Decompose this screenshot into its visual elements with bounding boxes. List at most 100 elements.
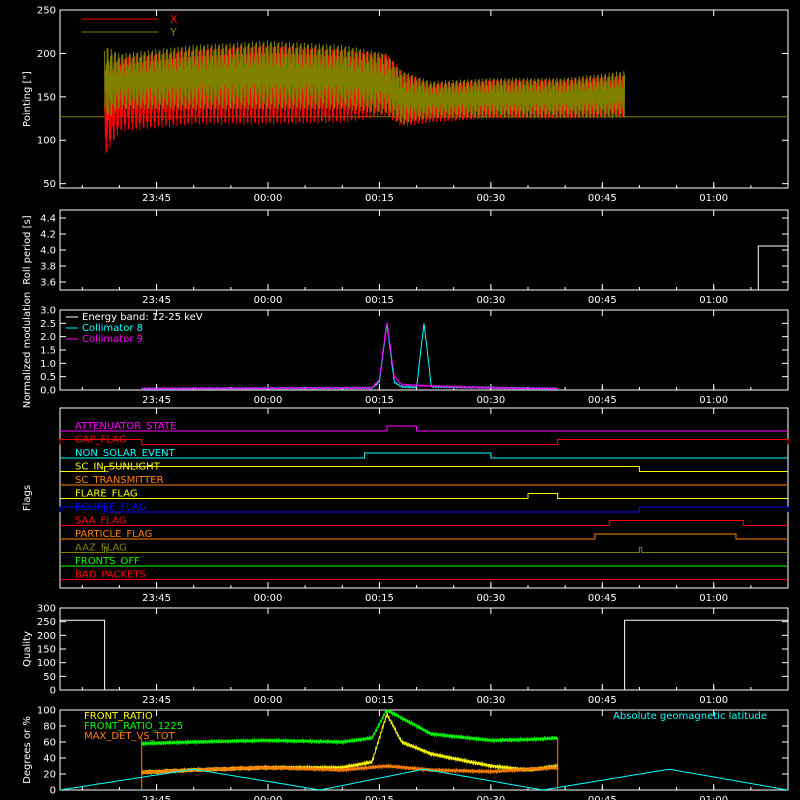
y-axis-label: Flags [22,485,33,511]
flag-label: SAA_FLAG [75,516,126,527]
series-front-ratio-1225-line [141,708,558,748]
x-tick-label: 00:30 [476,795,505,800]
x-tick-label: 01:00 [699,795,728,800]
y-axis-label: Roll period [s] [22,215,33,284]
x-tick-label: 23:45 [142,395,171,406]
panel-quality: 23:45 00:00 00:15 00:30 00:45 01:00 0 50 100 150 2… [22,604,789,706]
series-collimator-9-line [141,321,559,391]
x-tick-label: 00:00 [254,695,283,706]
panel-roll-period: 23:45 00:00 00:15 00:30 00:45 01:00 3.6 3.8 4.0 4… [22,209,789,306]
y-tick-label: 4.2 [40,230,56,241]
geomagnetic-latitude-annotation: Absolute geomagnetic latitude [613,711,767,722]
flag-label: AAZ_FLAG [75,543,127,554]
x-tick-label: 00:00 [254,295,283,306]
panel-modulation: 23:45 00:00 00:15 00:30 00:45 01:00 0.0 0.5 1.0 1… [22,292,789,409]
flag-label: SC_TRANSMITTER [75,475,164,486]
x-tick-label: 00:00 [254,395,283,406]
x-tick-label: 00:15 [365,193,394,204]
y-tick-label: 1.5 [40,346,56,357]
x-tick-label: 00:45 [588,295,617,306]
flag-line-aaz-flag [60,547,788,553]
x-tick-label: 00:15 [365,593,394,604]
y-tick-label: 150 [37,645,56,656]
x-tick-label: 23:45 [142,295,171,306]
panel-ratios: 23:45 00:00 00:15 00:30 00:45 01:00 0 20 40 60 80 1… [22,706,789,800]
x-tick-label: 00:45 [588,193,617,204]
panel-frame [59,209,789,291]
y-tick-label: 3.6 [40,278,56,289]
flag-line-gap-flag [59,439,789,445]
legend-label: Collimator 8 [82,323,143,334]
legend-label-y: Y [169,26,177,39]
x-tick-label: 00:30 [476,193,505,204]
y-tick-label: 0 [50,786,56,797]
legend-label: Collimator 9 [82,334,143,345]
y-tick-label: 300 [37,604,56,615]
y-tick-label: 100 [37,706,56,717]
flag-line-particle-flag [60,533,788,540]
y-tick-label: 60 [43,738,56,749]
legend-label: MAX_DET_VS_TOT [84,731,176,742]
x-tick-label: 00:00 [254,593,283,604]
flag-label: NON_SOLAR_EVENT [75,448,176,459]
y-tick-label: 150 [37,92,56,103]
x-tick-label: 01:00 [699,695,728,706]
y-tick-label: 200 [37,631,56,642]
y-axis-label: Quality [22,631,33,667]
y-tick-label: 250 [37,6,56,17]
series-y-line [104,40,626,125]
y-tick-label: 50 [43,672,56,683]
x-tick-label: 00:15 [365,295,394,306]
flag-line-flare-flag [60,493,788,499]
legend-label: Energy band: 12-25 keV [82,312,203,323]
quality-line [60,619,788,691]
y-tick-label: 3.8 [40,262,56,273]
y-tick-label: 20 [43,770,56,781]
flag-label: ATTENUATOR_STATE [75,421,176,432]
y-tick-label: 0 [50,686,56,697]
panel-frame [59,709,789,791]
y-tick-label: 2.5 [40,319,56,330]
series-collimator-8-line [141,323,558,391]
y-tick-label: 200 [37,49,56,60]
panel-flags: 23:45 00:00 00:15 00:30 00:45 01:00 Flags ATTEN… [22,407,789,604]
y-tick-label: 250 [37,617,56,628]
flag-label: GAP_FLAG [75,435,127,446]
flag-label: SC_IN_SUNLIGHT [75,462,161,473]
x-tick-label: 00:45 [588,695,617,706]
flag-line-sc-in-sunlight [60,466,788,472]
y-tick-label: 0.0 [40,386,56,397]
flag-line-eclipse-flag [59,506,789,513]
x-tick-label: 00:30 [476,295,505,306]
x-tick-label: 01:00 [699,193,728,204]
y-tick-label: 100 [37,658,56,669]
x-tick-label: 01:00 [699,593,728,604]
y-axis-label: Degrees or % [22,716,33,784]
flag-label: FRONTS_OFF [75,556,140,567]
flag-label: ECLIPSE_FLAG [75,502,146,513]
x-tick-label: 23:45 [142,593,171,604]
flag-label: FLARE_FLAG [75,489,138,500]
y-tick-label: 80 [43,722,56,733]
x-tick-label: 00:30 [476,395,505,406]
y-tick-label: 4.4 [40,214,56,225]
x-tick-label: 01:00 [699,395,728,406]
flag-label: PARTICLE_FLAG [75,529,152,540]
y-tick-label: 50 [43,179,56,190]
y-axis-label: Normalized modulation [22,292,33,409]
panel-frame [59,9,789,189]
x-tick-label: 00:45 [588,593,617,604]
y-tick-label: 3.0 [40,306,56,317]
y-tick-label: 2.0 [40,332,56,343]
x-tick-label: 00:15 [365,695,394,706]
legend-label-x: X [170,13,178,26]
y-tick-label: 0.5 [40,372,56,383]
y-tick-label: 100 [37,136,56,147]
y-tick-label: 40 [43,754,56,765]
x-tick-label: 00:15 [365,795,394,800]
legend-label: FRONT_RATIO [84,711,153,722]
y-axis-label: Pointing ["] [22,71,33,127]
flag-line-non-solar-event [60,452,788,459]
x-tick-label: 01:00 [699,295,728,306]
x-tick-label: 00:45 [588,795,617,800]
